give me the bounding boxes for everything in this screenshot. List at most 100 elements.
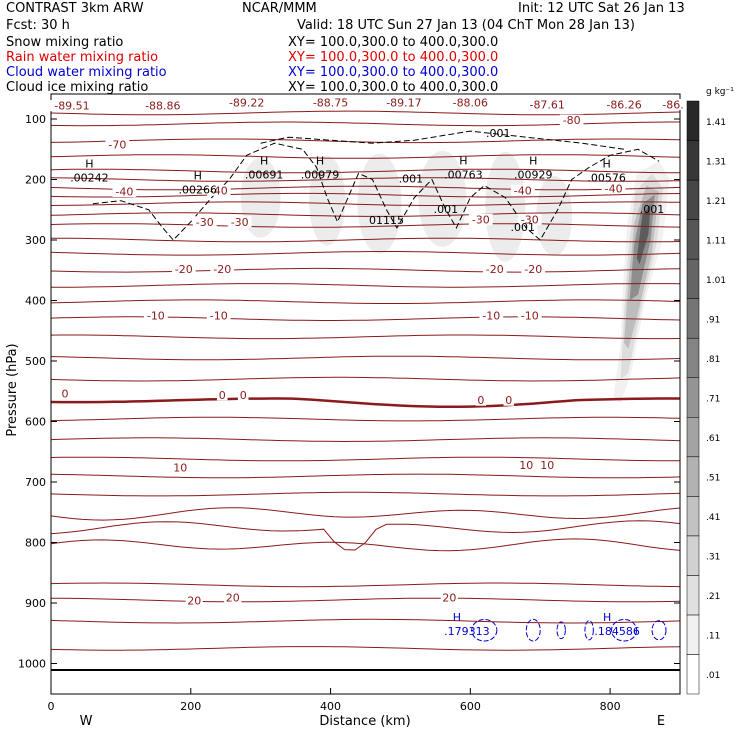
colorbar-label: 1.41 <box>706 118 726 128</box>
label-bg <box>601 182 626 194</box>
colorbar-swatch <box>686 417 700 458</box>
isotherm-label: 20 <box>442 591 456 604</box>
field-xy-cloud-water: XY= 100.0,300.0 to 400.0,300.0 <box>288 65 499 80</box>
extremum-value: .00576 <box>587 172 626 185</box>
contour-labels: -89.51 -88.86 -89.22 -88.75 -89.17 -88.06 -87.… <box>50 97 689 638</box>
x-tick-label: 800 <box>600 700 621 713</box>
colorbar-swatch <box>686 219 700 260</box>
isotherm-line <box>50 299 681 304</box>
colorbar-swatch <box>686 456 700 497</box>
isotherm-line <box>50 376 681 382</box>
colorbar-label: 1.31 <box>706 157 726 167</box>
ice-contour-label: .001 <box>486 127 511 140</box>
y-tick-label: 500 <box>25 355 46 368</box>
isotherm-label: -10 <box>521 310 539 323</box>
isotherm-line <box>50 154 681 159</box>
colorbar-label: .61 <box>706 434 720 444</box>
label-bg <box>510 184 535 196</box>
field-label-snow: Snow mixing ratio <box>6 35 124 50</box>
label-bg <box>59 388 71 400</box>
isotherm-label: -20 <box>486 263 504 276</box>
isotherm-label: 0 <box>240 389 247 402</box>
isotherm-label: -89.51 <box>54 100 89 113</box>
label-bg <box>308 97 353 109</box>
label-bg <box>216 389 228 401</box>
cloud-water-contour <box>651 620 667 641</box>
isotherm-line <box>50 618 681 624</box>
header-init: Init: 12 UTC Sat 26 Jan 13 <box>518 1 685 16</box>
label-bg <box>482 263 507 275</box>
isotherm-label: -30 <box>231 216 249 229</box>
header-valid: Valid: 18 UTC Sun 27 Jan 13 (04 ChT Mon … <box>297 18 635 33</box>
extremum-value: .00266 <box>179 184 218 197</box>
cloud-water-contour <box>556 621 566 640</box>
colorbar-label: .51 <box>706 474 720 484</box>
isotherm-label: -40 <box>514 184 532 197</box>
colorbar-label: .31 <box>706 553 720 563</box>
isotherm-label: -20 <box>524 263 542 276</box>
isotherm-line <box>50 212 681 217</box>
x-tick-label: 600 <box>460 700 481 713</box>
cloud-water-mark: H <box>603 611 611 624</box>
isotherm-label: -40 <box>210 184 228 197</box>
colorbar-swatch <box>686 179 700 220</box>
label-bg <box>171 461 189 473</box>
west-label: W <box>80 714 93 729</box>
y-axis-title: Pressure (hPa) <box>5 343 20 436</box>
cloud-water-value: .184586 <box>594 625 640 638</box>
colorbar-label: .21 <box>706 592 720 602</box>
x-tick-label: 200 <box>180 700 201 713</box>
label-bg <box>192 216 217 228</box>
isotherm-line <box>50 110 681 116</box>
isotherm-label: -88.06 <box>453 97 488 110</box>
isotherm-label: -88.86 <box>145 100 180 113</box>
field-xy-cloud-ice: XY= 100.0,300.0 to 400.0,300.0 <box>288 80 499 95</box>
label-bg <box>468 213 493 225</box>
isotherm-line <box>50 538 681 552</box>
y-tick-label: 900 <box>25 597 46 610</box>
label-bg <box>475 394 487 406</box>
y-tick-label: 600 <box>25 416 46 429</box>
field-label-cloud-ice: Cloud ice mixing ratio <box>6 80 149 95</box>
ice-contour-label: .001 <box>511 221 536 234</box>
isotherm-line <box>50 416 681 422</box>
label-bg <box>50 100 94 112</box>
header-title: CONTRAST 3km ARW <box>6 1 144 16</box>
isotherm-line <box>50 192 681 198</box>
cloud-ice-contour <box>260 130 625 150</box>
isotherm-line <box>50 168 680 174</box>
isotherm-line <box>51 237 681 243</box>
isotherm-line <box>50 456 680 462</box>
label-bg <box>206 310 231 322</box>
isotherm-line <box>50 520 681 551</box>
isotherm-label: -40 <box>605 182 623 195</box>
isotherm-label: -20 <box>175 263 193 276</box>
isotherm-line <box>50 334 681 340</box>
colorbar-unit: g kg⁻¹ <box>706 87 734 97</box>
isotherm-label: -30 <box>521 213 539 226</box>
isotherm-line <box>50 507 681 521</box>
isotherm-line <box>50 473 681 479</box>
colorbar-swatch <box>686 614 700 655</box>
isotherm-label: -30 <box>196 216 214 229</box>
colorbar-swatch <box>686 140 700 181</box>
extremum-value: .00691 <box>245 168 284 181</box>
colorbar-label: .91 <box>706 315 720 325</box>
cloud-water-contour <box>525 618 541 642</box>
extremum-value: .00242 <box>70 172 109 185</box>
isotherm-label: -80 <box>563 114 581 127</box>
isotherm-line <box>50 223 681 228</box>
snow-shade-faint <box>418 150 467 247</box>
cloud-water-contour <box>584 620 594 641</box>
label-bg <box>210 263 235 275</box>
field-label-cloud-water: Cloud water mixing ratio <box>6 65 167 80</box>
isotherm-label: 0 <box>505 394 512 407</box>
isotherm-line <box>50 185 681 191</box>
colorbar-swatch <box>686 258 700 299</box>
cloud-ice-contours <box>92 130 660 241</box>
extremum-value: .00929 <box>514 168 553 181</box>
y-tick-label: 1000 <box>18 658 46 671</box>
label-bg <box>185 595 203 606</box>
isotherm-line <box>50 582 681 588</box>
y-tick-label: 800 <box>25 537 46 550</box>
